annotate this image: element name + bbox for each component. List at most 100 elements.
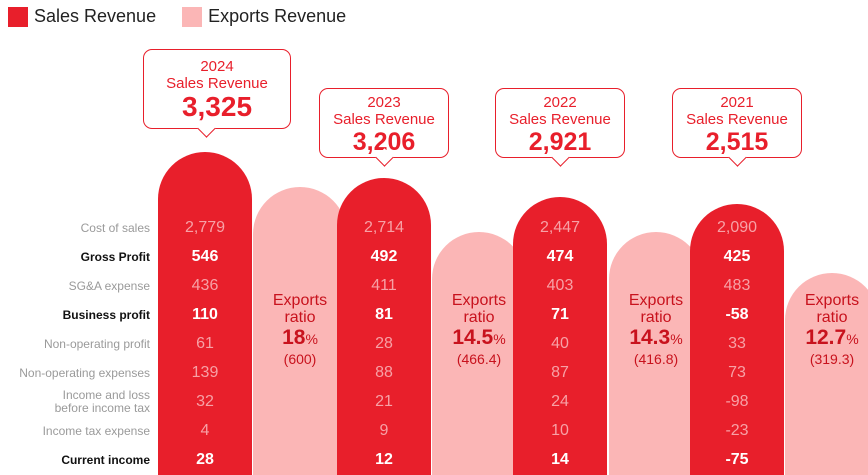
sales-revenue-callout: 2021 Sales Revenue 2,515 <box>672 88 802 167</box>
sales-data-label: 403 <box>546 277 574 294</box>
sales-bar <box>158 152 252 475</box>
sales-data-label: 71 <box>551 306 569 323</box>
callout-value: 3,325 <box>181 91 253 122</box>
row-label: Gross Profit <box>80 249 150 264</box>
sales-data-label: 33 <box>728 335 746 352</box>
legend-label-exports: Exports Revenue <box>208 6 347 26</box>
exports-bar <box>432 232 526 475</box>
callout-label: Sales Revenue <box>166 75 268 92</box>
exports-ratio-unit: % <box>305 331 318 347</box>
row-label: Income and loss before income tax <box>54 388 150 415</box>
exports-title: ratio <box>284 309 316 326</box>
exports-bar <box>253 187 347 475</box>
exports-amount: (319.3) <box>809 351 855 367</box>
exports-ratio-value: 14.3% <box>609 326 703 351</box>
exports-ratio-number: 14.3 <box>629 326 671 349</box>
callout-year: 2024 <box>200 58 234 75</box>
exports-ratio-number: 18 <box>282 326 306 349</box>
sales-data-label: 14 <box>551 451 569 468</box>
exports-ratio-block: Exports ratio 18% (600) <box>253 292 347 368</box>
sales-revenue-callout: 2022 Sales Revenue 2,921 <box>495 88 625 167</box>
row-label: Non-operating expenses <box>19 365 150 380</box>
sales-data-label: 4 <box>200 422 210 439</box>
exports-title: Exports <box>451 292 507 309</box>
sales-bar <box>513 197 607 475</box>
sales-data-label: 110 <box>192 306 218 323</box>
exports-ratio-unit: % <box>846 331 859 347</box>
exports-ratio-unit: % <box>493 331 506 347</box>
sales-data-label: 61 <box>196 335 214 352</box>
sales-data-label: 81 <box>375 306 393 323</box>
exports-amount: (466.4) <box>456 351 502 367</box>
callout-label: Sales Revenue <box>509 111 611 128</box>
sales-data-label: 492 <box>370 248 398 265</box>
sales-data-label: -98 <box>725 393 749 410</box>
exports-amount: (600) <box>283 351 317 367</box>
exports-ratio-unit: % <box>670 331 683 347</box>
legend-swatch-sales <box>8 6 28 27</box>
sales-data-label: -23 <box>725 422 749 439</box>
sales-data-label: 474 <box>546 248 574 265</box>
row-label: Cost of sales <box>80 220 150 235</box>
exports-ratio-block: Exports ratio 14.5% (466.4) <box>432 292 526 368</box>
row-label: Current income <box>61 452 150 467</box>
sales-data-label: -75 <box>725 451 749 468</box>
sales-bar <box>690 204 784 475</box>
sales-data-label: 425 <box>723 248 751 265</box>
exports-ratio-number: 12.7 <box>805 326 847 349</box>
exports-bar <box>785 273 868 475</box>
sales-data-label: 21 <box>375 393 393 410</box>
exports-title: Exports <box>804 292 860 309</box>
callout-year: 2022 <box>543 94 577 111</box>
exports-title: ratio <box>640 309 672 326</box>
exports-title: ratio <box>816 309 848 326</box>
sales-data-label: 483 <box>723 277 751 294</box>
row-label: Income tax expense <box>42 423 150 438</box>
sales-data-label: 24 <box>551 393 569 410</box>
row-label: Business profit <box>62 307 150 322</box>
legend: Sales Revenue Exports Revenue <box>8 6 372 27</box>
legend-swatch-exports <box>182 6 203 27</box>
exports-title: Exports <box>272 292 328 309</box>
exports-ratio-value: 18% <box>253 326 347 351</box>
legend-item-exports: Exports Revenue <box>182 6 346 27</box>
sales-revenue-callout: 2024 Sales Revenue 3,325 <box>143 49 291 138</box>
callout-label: Sales Revenue <box>333 111 435 128</box>
exports-ratio-value: 12.7% <box>785 326 868 351</box>
sales-data-label: 2,779 <box>184 219 226 236</box>
exports-title: ratio <box>463 309 495 326</box>
callout-year: 2023 <box>367 94 401 111</box>
row-label: Non-operating profit <box>43 336 150 351</box>
legend-item-sales: Sales Revenue <box>8 6 156 27</box>
sales-bar <box>337 178 431 475</box>
exports-amount: (416.8) <box>633 351 679 367</box>
sales-data-label: 32 <box>196 393 214 410</box>
sales-data-label: 2,714 <box>363 219 405 236</box>
callout-year: 2021 <box>720 94 754 111</box>
exports-ratio-value: 14.5% <box>432 326 526 351</box>
callout-pointer <box>197 119 216 138</box>
callout-label: Sales Revenue <box>686 111 788 128</box>
exports-bar <box>609 232 703 475</box>
sales-data-label: 546 <box>191 248 219 265</box>
sales-data-label: 139 <box>191 364 219 381</box>
sales-data-label: 2,447 <box>539 219 581 236</box>
sales-data-label: 73 <box>728 364 746 381</box>
sales-data-label: 436 <box>191 277 219 294</box>
exports-ratio-number: 14.5 <box>452 326 494 349</box>
exports-ratio-block: Exports ratio 14.3% (416.8) <box>609 292 703 368</box>
sales-data-label: 88 <box>375 364 393 381</box>
sales-data-label: 2,090 <box>716 219 758 236</box>
row-label: SG&A expense <box>68 278 150 293</box>
sales-data-label: 87 <box>551 364 569 381</box>
sales-data-label: 411 <box>371 277 397 294</box>
sales-data-label: -58 <box>725 306 749 323</box>
sales-data-label: 12 <box>375 451 393 468</box>
sales-revenue-callout: 2023 Sales Revenue 3,206 <box>319 88 449 167</box>
sales-data-label: 9 <box>379 422 389 439</box>
sales-data-label: 28 <box>375 335 393 352</box>
sales-data-label: 40 <box>551 335 569 352</box>
exports-title: Exports <box>628 292 684 309</box>
legend-label-sales: Sales Revenue <box>34 6 157 26</box>
exports-ratio-block: Exports ratio 12.7% (319.3) <box>785 292 868 368</box>
